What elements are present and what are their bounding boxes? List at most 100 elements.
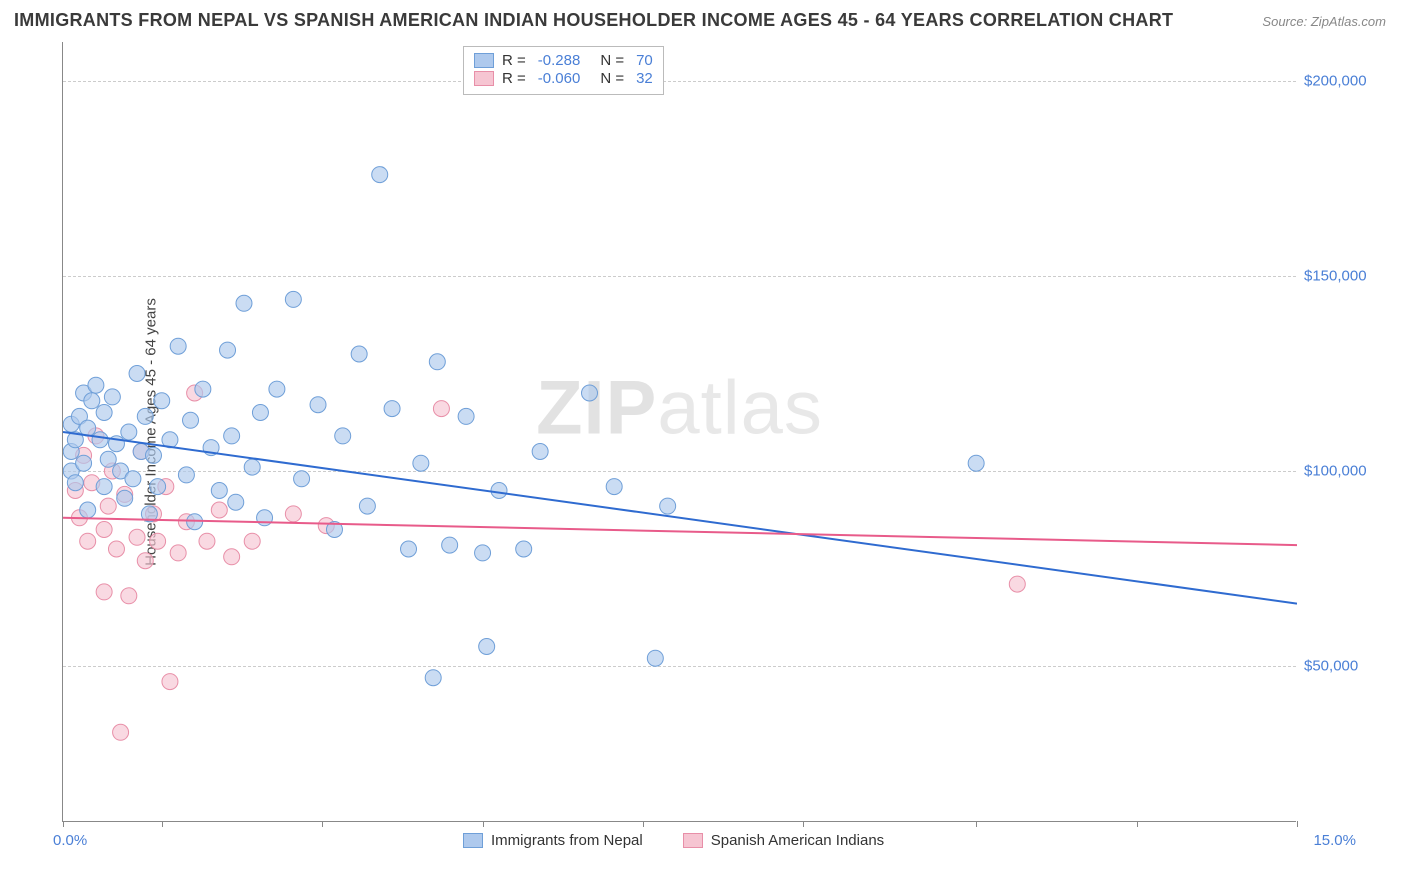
scatter-point: [532, 444, 548, 460]
series-name-1: Immigrants from Nepal: [491, 832, 643, 849]
scatter-point: [269, 381, 285, 397]
scatter-point: [294, 471, 310, 487]
scatter-point: [96, 584, 112, 600]
scatter-point: [150, 533, 166, 549]
legend-n-label-2: N =: [600, 70, 624, 87]
scatter-point: [384, 401, 400, 417]
scatter-point: [310, 397, 326, 413]
series-swatch-2: [683, 833, 703, 848]
x-tick: [643, 821, 644, 827]
scatter-point: [458, 408, 474, 424]
x-tick: [483, 821, 484, 827]
scatter-point: [137, 553, 153, 569]
scatter-point: [211, 502, 227, 518]
legend-swatch-1: [474, 53, 494, 68]
scatter-point: [92, 432, 108, 448]
scatter-point: [150, 479, 166, 495]
scatter-point: [968, 455, 984, 471]
scatter-point: [96, 522, 112, 538]
legend-n-label-1: N =: [600, 52, 624, 69]
scatter-point: [67, 475, 83, 491]
scatter-point: [372, 167, 388, 183]
series-legend: Immigrants from Nepal Spanish American I…: [463, 832, 884, 849]
scatter-point: [236, 295, 252, 311]
scatter-point: [224, 428, 240, 444]
scatter-point: [442, 537, 458, 553]
scatter-point: [117, 490, 133, 506]
x-axis-min-label: 0.0%: [53, 832, 87, 849]
series-name-2: Spanish American Indians: [711, 832, 884, 849]
scatter-point: [96, 405, 112, 421]
y-tick-label: $200,000: [1304, 73, 1394, 90]
legend-row-series-1: R = -0.288 N = 70: [474, 52, 653, 69]
series-swatch-1: [463, 833, 483, 848]
scatter-point: [145, 447, 161, 463]
scatter-point: [170, 545, 186, 561]
scatter-point: [162, 674, 178, 690]
scatter-point: [129, 529, 145, 545]
y-tick-label: $100,000: [1304, 463, 1394, 480]
legend-n-value-2: 32: [636, 70, 653, 87]
chart-title: IMMIGRANTS FROM NEPAL VS SPANISH AMERICA…: [14, 10, 1173, 31]
legend-r-value-1: -0.288: [538, 52, 581, 69]
legend-swatch-2: [474, 71, 494, 86]
scatter-point: [228, 494, 244, 510]
x-tick: [976, 821, 977, 827]
y-tick-label: $50,000: [1304, 658, 1394, 675]
scatter-point: [199, 533, 215, 549]
legend-r-label-2: R =: [502, 70, 526, 87]
scatter-point: [433, 401, 449, 417]
scatter-point: [475, 545, 491, 561]
scatter-point: [137, 408, 153, 424]
regression-line: [63, 432, 1297, 604]
scatter-point: [80, 502, 96, 518]
scatter-point: [211, 483, 227, 499]
scatter-point: [96, 479, 112, 495]
scatter-point: [80, 533, 96, 549]
scatter-point: [244, 533, 260, 549]
scatter-point: [359, 498, 375, 514]
scatter-point: [429, 354, 445, 370]
scatter-point: [183, 412, 199, 428]
source-attribution: Source: ZipAtlas.com: [1262, 14, 1386, 29]
legend-row-series-2: R = -0.060 N = 32: [474, 70, 653, 87]
x-tick: [1137, 821, 1138, 827]
scatter-point: [100, 498, 116, 514]
scatter-point: [285, 291, 301, 307]
correlation-legend: R = -0.288 N = 70 R = -0.060 N = 32: [463, 46, 664, 95]
scatter-point: [121, 588, 137, 604]
scatter-point: [121, 424, 137, 440]
scatter-point: [335, 428, 351, 444]
scatter-point: [84, 393, 100, 409]
scatter-point: [606, 479, 622, 495]
scatter-point: [100, 451, 116, 467]
source-value: ZipAtlas.com: [1311, 14, 1386, 29]
scatter-point: [285, 506, 301, 522]
scatter-point: [76, 455, 92, 471]
scatter-point: [479, 639, 495, 655]
scatter-point: [516, 541, 532, 557]
scatter-point: [88, 377, 104, 393]
scatter-point: [252, 405, 268, 421]
scatter-point: [195, 381, 211, 397]
x-tick: [803, 821, 804, 827]
scatter-point: [170, 338, 186, 354]
scatter-point: [129, 366, 145, 382]
x-tick: [1297, 821, 1298, 827]
scatter-point: [125, 471, 141, 487]
plot-area: ZIPatlas Householder Income Ages 45 - 64…: [62, 42, 1296, 822]
scatter-point: [178, 467, 194, 483]
y-tick-label: $150,000: [1304, 268, 1394, 285]
legend-n-value-1: 70: [636, 52, 653, 69]
scatter-point: [647, 650, 663, 666]
scatter-point: [113, 724, 129, 740]
scatter-overlay: [63, 42, 1297, 822]
scatter-point: [413, 455, 429, 471]
x-tick: [162, 821, 163, 827]
scatter-point: [1009, 576, 1025, 592]
x-tick: [63, 821, 64, 827]
scatter-point: [660, 498, 676, 514]
scatter-point: [244, 459, 260, 475]
scatter-point: [401, 541, 417, 557]
scatter-point: [257, 510, 273, 526]
